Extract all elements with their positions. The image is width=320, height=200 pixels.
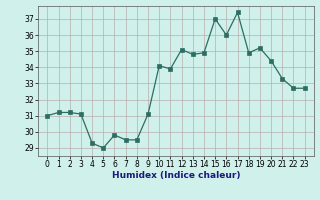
X-axis label: Humidex (Indice chaleur): Humidex (Indice chaleur) [112,171,240,180]
